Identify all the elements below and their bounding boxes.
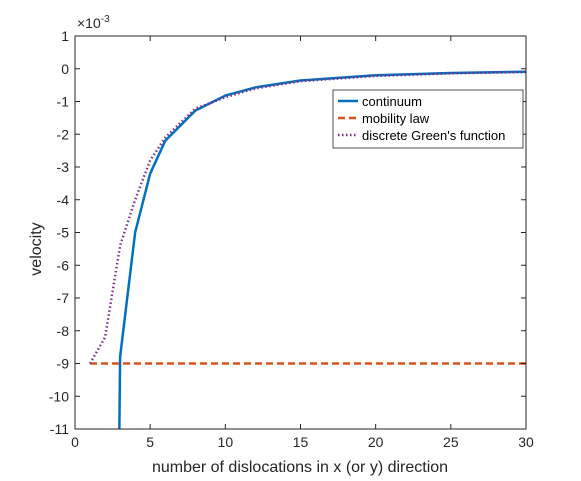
y-tick-label: -10 xyxy=(49,388,69,404)
y-tick-label: -1 xyxy=(57,94,70,110)
y-tick-label: -11 xyxy=(50,421,69,437)
x-tick-label: 20 xyxy=(368,434,384,450)
legend: continuum mobility law discrete Green's … xyxy=(332,89,524,149)
y-tick-label: -8 xyxy=(57,323,70,339)
x-tick-label: 15 xyxy=(293,434,309,450)
y-tick-label: -2 xyxy=(57,126,70,142)
legend-label-mobility-law: mobility law xyxy=(362,111,430,126)
y-axis-label: velocity xyxy=(28,222,45,275)
x-tick-label: 30 xyxy=(518,434,534,450)
y-tick-label: -7 xyxy=(57,290,70,306)
y-tick-label: -5 xyxy=(57,225,70,241)
x-tick-label: 0 xyxy=(71,434,79,450)
y-exponent-label: ×10-3 xyxy=(77,14,110,31)
y-tick-label: -9 xyxy=(57,356,70,372)
legend-label-discrete-greens: discrete Green's function xyxy=(362,128,505,143)
y-tick-label: 0 xyxy=(61,61,69,77)
legend-box xyxy=(332,89,524,149)
y-tick-label: -4 xyxy=(57,192,70,208)
x-tick-label: 5 xyxy=(146,434,154,450)
x-tick-label: 25 xyxy=(443,434,459,450)
series-line-0 xyxy=(118,70,527,430)
x-axis-ticks: 0 5 10 15 20 25 30 xyxy=(71,36,534,450)
y-tick-label: -6 xyxy=(57,257,70,273)
series-layer xyxy=(88,70,527,430)
legend-label-continuum: continuum xyxy=(362,94,422,109)
x-axis-label: number of dislocations in x (or y) direc… xyxy=(152,459,448,476)
y-tick-label: 1 xyxy=(61,28,69,44)
y-axis-ticks: 1 0 -1 -2 -3 -4 -5 -6 -7 -8 -9 -10 -11 xyxy=(49,28,526,437)
y-tick-label: -3 xyxy=(57,159,70,175)
x-tick-label: 10 xyxy=(218,434,234,450)
